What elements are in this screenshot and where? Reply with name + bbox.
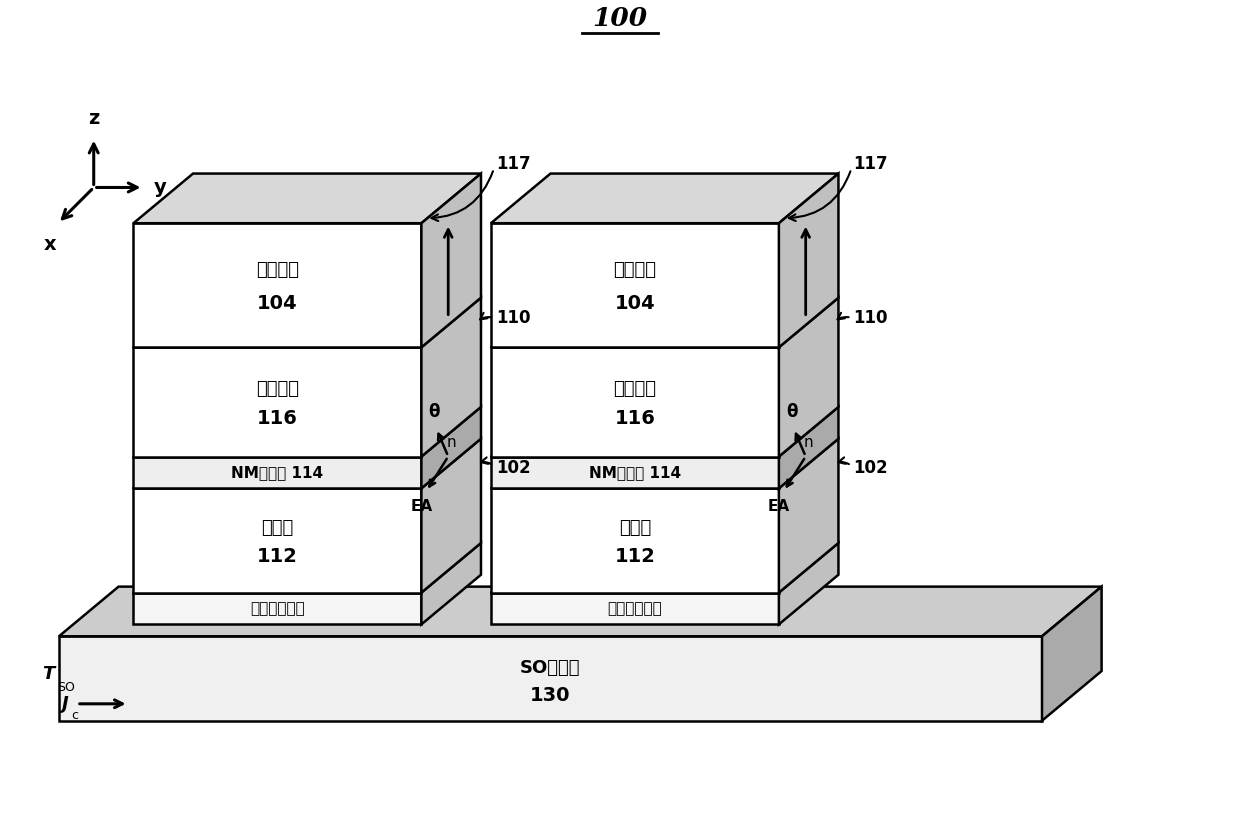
Text: 116: 116 xyxy=(257,409,298,428)
Text: n: n xyxy=(446,435,456,450)
Polygon shape xyxy=(134,592,422,624)
Polygon shape xyxy=(491,592,779,624)
Text: 100: 100 xyxy=(593,6,647,30)
Polygon shape xyxy=(491,223,779,348)
Text: 选择器件: 选择器件 xyxy=(255,262,299,280)
Polygon shape xyxy=(491,298,838,348)
Text: SO活性层: SO活性层 xyxy=(521,659,580,677)
Text: 110: 110 xyxy=(853,308,888,326)
Text: 可选的插入层: 可选的插入层 xyxy=(608,601,662,616)
Text: 116: 116 xyxy=(615,409,655,428)
Text: 被钉扎层: 被钉扎层 xyxy=(255,380,299,398)
Text: 104: 104 xyxy=(615,294,655,313)
Polygon shape xyxy=(779,173,838,348)
Polygon shape xyxy=(134,348,422,456)
Text: c: c xyxy=(71,708,78,721)
Text: 130: 130 xyxy=(531,685,570,705)
Polygon shape xyxy=(491,543,838,592)
Text: 自由层: 自由层 xyxy=(262,519,294,537)
Text: θ: θ xyxy=(429,402,440,420)
Text: 102: 102 xyxy=(496,460,531,478)
Polygon shape xyxy=(60,587,1101,636)
Polygon shape xyxy=(422,543,481,624)
Polygon shape xyxy=(779,407,838,488)
Text: 选择器件: 选择器件 xyxy=(614,262,656,280)
Polygon shape xyxy=(422,438,481,592)
Polygon shape xyxy=(422,407,481,488)
Text: 117: 117 xyxy=(853,155,888,173)
Polygon shape xyxy=(134,407,481,456)
Text: SO: SO xyxy=(57,681,74,694)
Text: NM间隔层 114: NM间隔层 114 xyxy=(232,465,324,480)
Text: EA: EA xyxy=(768,499,790,515)
Polygon shape xyxy=(134,438,481,488)
Text: 被钉扎层: 被钉扎层 xyxy=(614,380,656,398)
Text: 102: 102 xyxy=(853,460,888,478)
Text: z: z xyxy=(88,109,99,128)
Polygon shape xyxy=(491,348,779,456)
Text: J: J xyxy=(62,694,69,712)
Polygon shape xyxy=(422,173,481,348)
Polygon shape xyxy=(422,298,481,456)
Polygon shape xyxy=(491,407,838,456)
Text: θ: θ xyxy=(786,402,797,420)
Text: 112: 112 xyxy=(257,546,298,565)
Polygon shape xyxy=(779,298,838,456)
Polygon shape xyxy=(1042,587,1101,721)
Polygon shape xyxy=(779,438,838,592)
Text: 117: 117 xyxy=(496,155,531,173)
Polygon shape xyxy=(779,543,838,624)
Polygon shape xyxy=(60,636,1042,721)
Text: n: n xyxy=(804,435,813,450)
Polygon shape xyxy=(134,456,422,488)
Text: x: x xyxy=(43,235,56,254)
Text: y: y xyxy=(154,178,166,197)
Text: 自由层: 自由层 xyxy=(619,519,651,537)
Text: 110: 110 xyxy=(496,308,531,326)
Polygon shape xyxy=(491,456,779,488)
Polygon shape xyxy=(134,543,481,592)
Polygon shape xyxy=(491,173,838,223)
Text: 104: 104 xyxy=(257,294,298,313)
Text: T: T xyxy=(42,665,55,683)
Polygon shape xyxy=(134,173,481,223)
Polygon shape xyxy=(134,488,422,592)
Polygon shape xyxy=(134,298,481,348)
Text: NM间隔层 114: NM间隔层 114 xyxy=(589,465,681,480)
Polygon shape xyxy=(491,488,779,592)
Text: 112: 112 xyxy=(615,546,655,565)
Text: EA: EA xyxy=(410,499,433,515)
Polygon shape xyxy=(491,438,838,488)
Text: 可选的插入层: 可选的插入层 xyxy=(250,601,305,616)
Polygon shape xyxy=(134,223,422,348)
